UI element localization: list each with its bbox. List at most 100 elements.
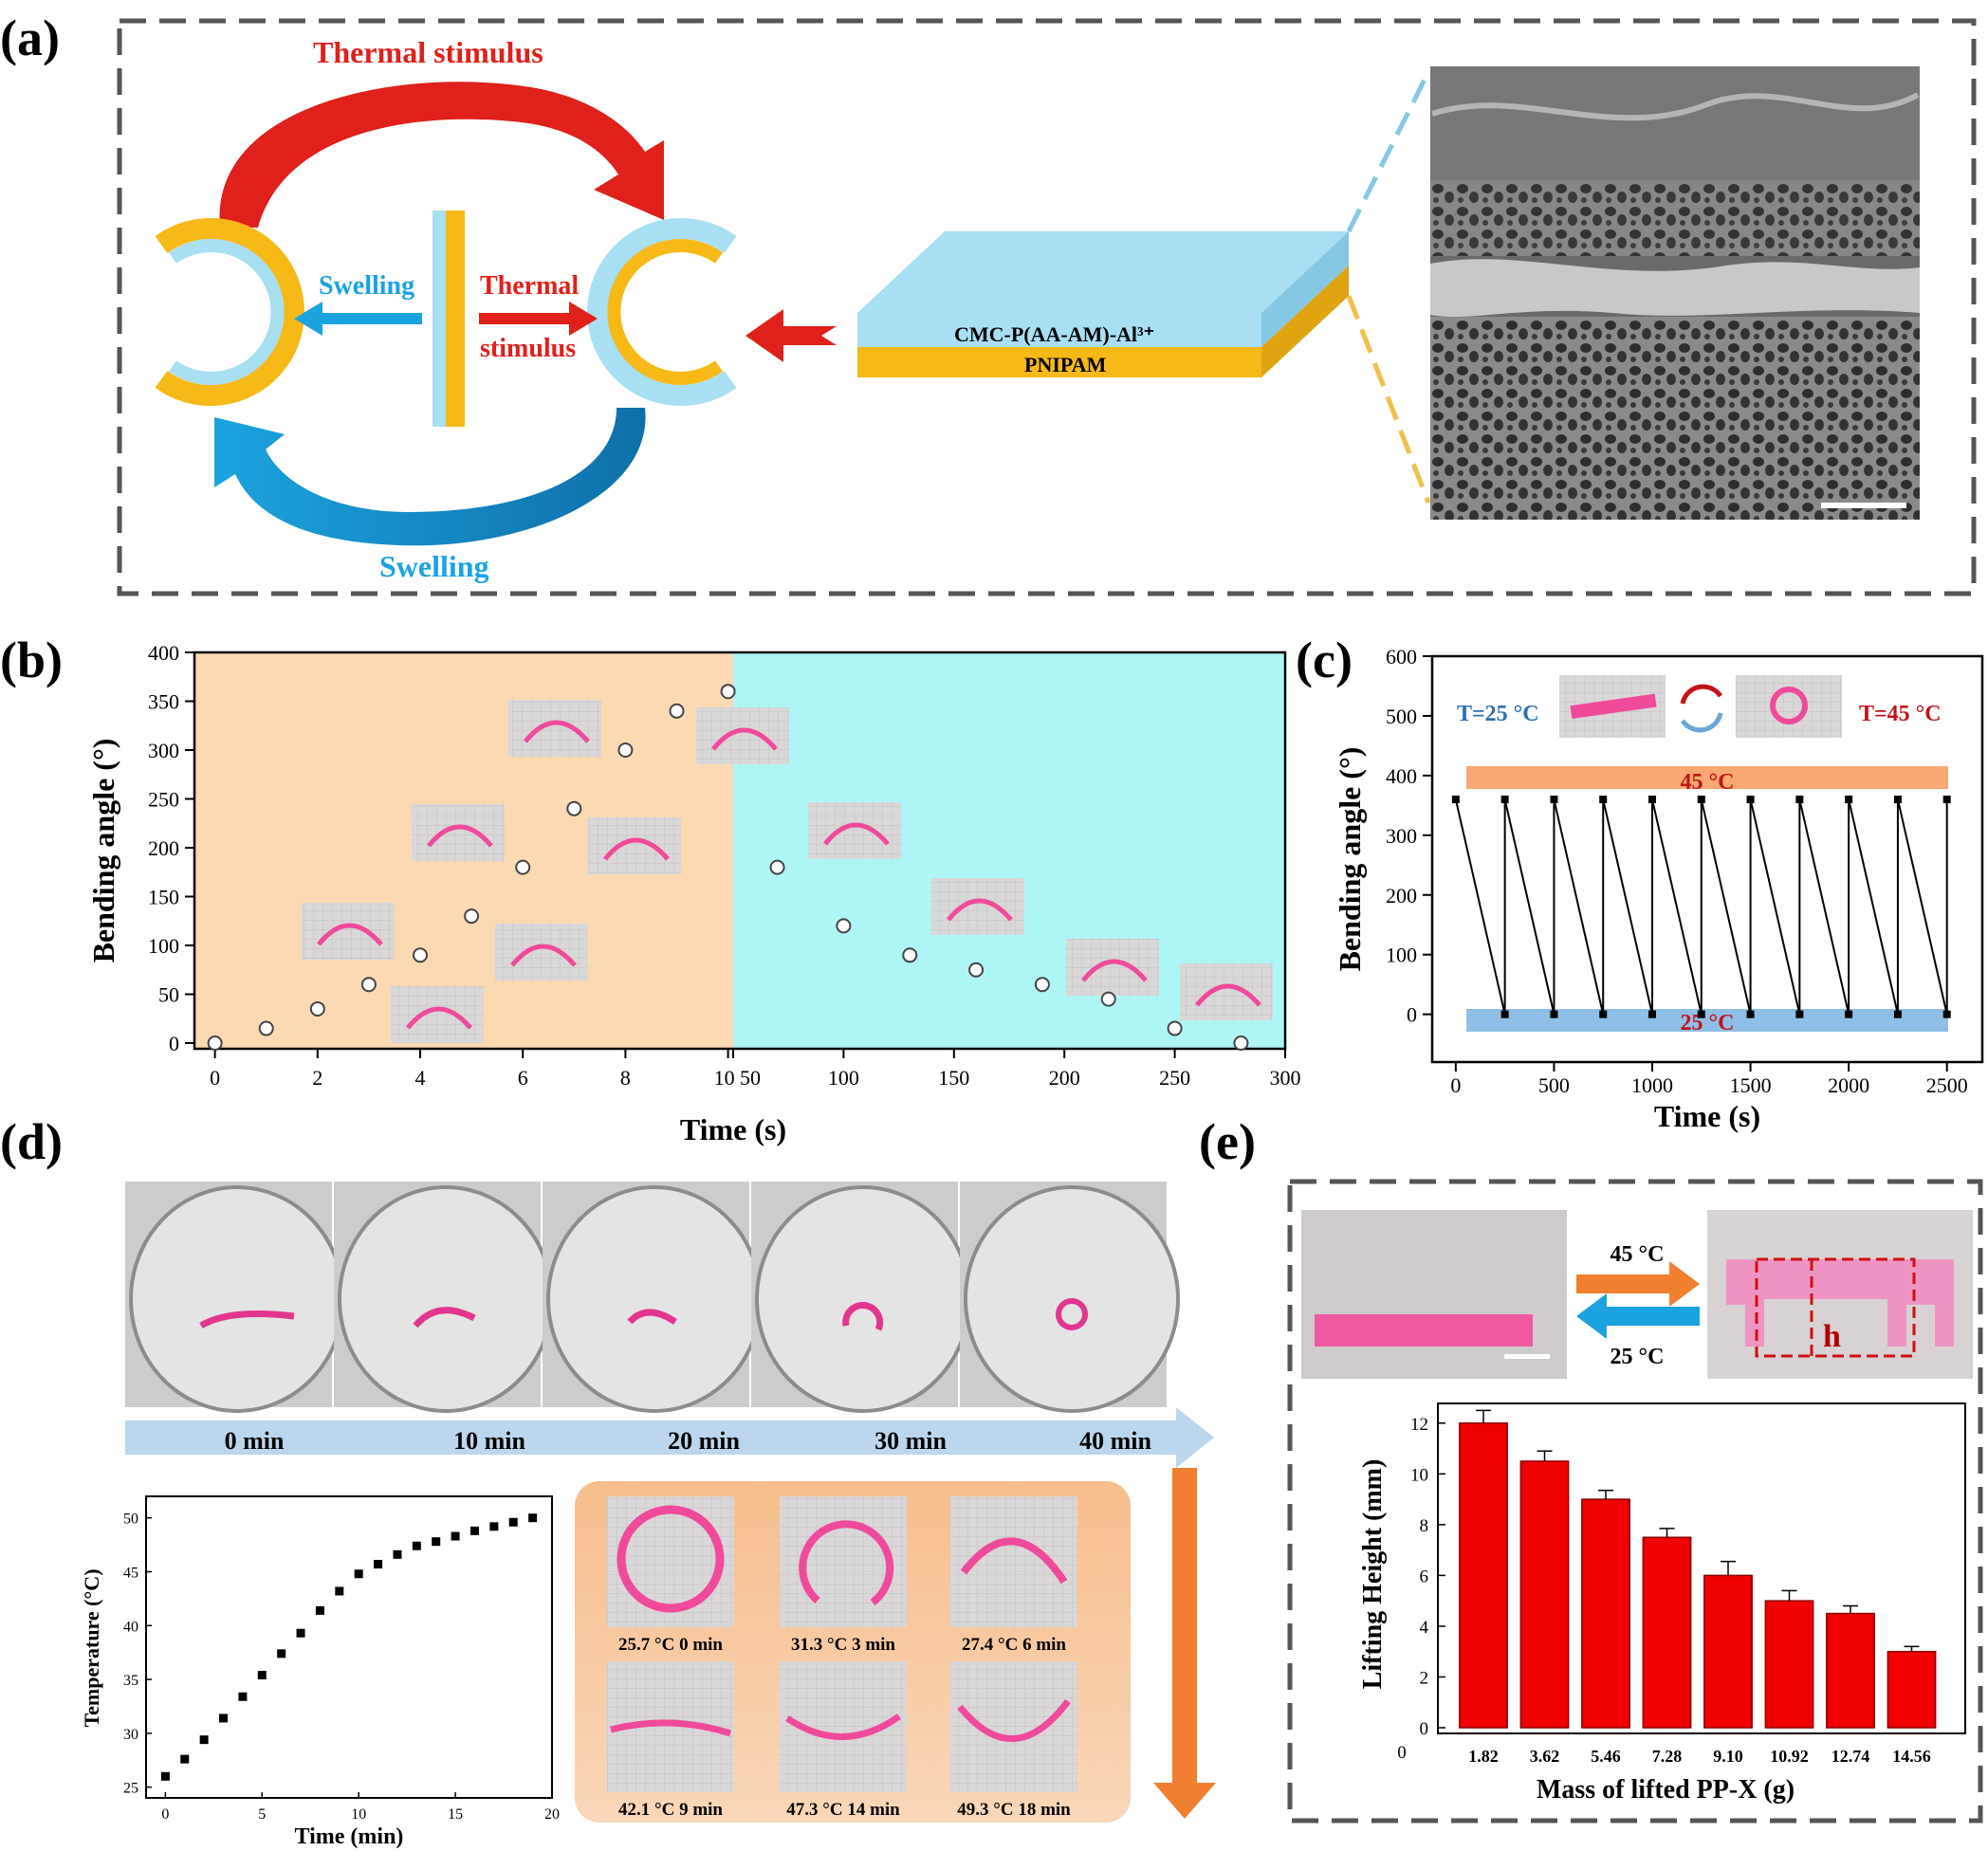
layer-top-label: CMC-P(AA-AM)-Al³⁺ bbox=[954, 322, 1154, 346]
c-point bbox=[1942, 796, 1951, 804]
c-ytick-label: 200 bbox=[1386, 884, 1417, 907]
b-strip-shape bbox=[711, 727, 778, 751]
flat-gel bbox=[1315, 1314, 1533, 1347]
band-cold-label: 25 °C bbox=[1681, 1011, 1735, 1035]
panel-d-ylabel: Temperature (°C) bbox=[80, 1568, 103, 1727]
d-point bbox=[257, 1671, 267, 1680]
e-bar bbox=[1703, 1574, 1753, 1729]
b-strip-shape bbox=[317, 923, 383, 946]
c-ytick-label: 100 bbox=[1386, 944, 1417, 967]
b-strip-shape bbox=[603, 837, 670, 861]
c-point bbox=[1893, 796, 1902, 804]
inset-caption: 31.3 °C 3 min bbox=[791, 1635, 895, 1655]
b-ytick-label: 250 bbox=[148, 788, 179, 812]
b-strip-shape bbox=[510, 944, 577, 967]
c-point bbox=[1746, 1010, 1755, 1018]
b-point-heating bbox=[617, 742, 634, 758]
sem-image bbox=[1430, 66, 1920, 520]
b-xtick-label: 6 bbox=[518, 1066, 528, 1090]
d-point bbox=[335, 1586, 344, 1596]
panel-d: (d) 0 min 10 min 20 min 30 min 40 min 25.7 °… bbox=[0, 1113, 1216, 1849]
cool-label: 25 °C bbox=[1611, 1345, 1665, 1369]
scale-bar bbox=[1821, 503, 1906, 508]
d-ytick-label: 50 bbox=[123, 1512, 138, 1528]
b-point-cooling bbox=[1233, 1035, 1249, 1051]
e-ytick-label: 4 bbox=[1420, 1618, 1429, 1638]
height-box bbox=[1755, 1257, 1916, 1358]
down-arrow bbox=[1153, 1468, 1216, 1819]
panel-e: (e) h 45 °C 25 °C 0 2 4 6 8 10 12 0 1.82 3.62 5.46… bbox=[1199, 1113, 1983, 1824]
c-point bbox=[1451, 796, 1460, 804]
petri-dish bbox=[546, 1185, 763, 1413]
b-point-cooling bbox=[1034, 977, 1050, 993]
e-xtick-label: 14.56 bbox=[1892, 1747, 1931, 1766]
inset-photo bbox=[950, 1661, 1077, 1792]
panel-b-label: (b) bbox=[0, 632, 63, 688]
b-ytick-label: 100 bbox=[148, 934, 179, 958]
layer-bottom-label: PNIPAM bbox=[1024, 353, 1107, 376]
b-point-heating bbox=[515, 859, 531, 875]
e-xtick-label: 9.10 bbox=[1713, 1747, 1743, 1766]
panel-e-frame bbox=[1287, 1179, 1983, 1824]
thermal-mid-label-2: stimulus bbox=[480, 334, 576, 363]
b-strip-shape bbox=[427, 824, 493, 848]
e-origin-label: 0 bbox=[1397, 1743, 1407, 1763]
e-ytick-label: 12 bbox=[1410, 1415, 1428, 1435]
d-ytick-label: 45 bbox=[123, 1566, 138, 1582]
zoom-line-bottom bbox=[1346, 295, 1431, 504]
layer-arrow bbox=[746, 309, 837, 362]
d-point bbox=[528, 1513, 538, 1523]
c-point bbox=[1697, 1010, 1705, 1018]
timeline-arrow bbox=[125, 1407, 1214, 1468]
c-ytick-label: 600 bbox=[1386, 645, 1417, 669]
gel-strip bbox=[842, 1302, 884, 1331]
swelling-arc-arrow bbox=[214, 408, 646, 546]
d-point bbox=[489, 1522, 499, 1531]
d-point bbox=[199, 1735, 209, 1745]
b-xtick-label: 50 bbox=[740, 1066, 761, 1090]
e-bar bbox=[1642, 1536, 1692, 1729]
e-ytick-label: 8 bbox=[1420, 1516, 1429, 1536]
panel-e-plot-frame bbox=[1437, 1402, 1966, 1734]
b-xtick-label: 200 bbox=[1049, 1066, 1080, 1090]
b-xtick-label: 300 bbox=[1270, 1066, 1301, 1090]
b-strip-photo bbox=[302, 903, 395, 960]
b-ytick-label: 0 bbox=[169, 1032, 179, 1055]
d-point bbox=[180, 1754, 190, 1764]
e-bar bbox=[1887, 1650, 1937, 1729]
c-xtick-label: 2000 bbox=[1828, 1073, 1869, 1097]
thermal-mid-label-1: Thermal bbox=[480, 271, 579, 301]
inset-strip bbox=[610, 1719, 732, 1737]
b-strip-photo bbox=[391, 986, 484, 1043]
d-xtick-label: 15 bbox=[448, 1806, 463, 1823]
b-point-cooling bbox=[902, 947, 918, 963]
thermal-arc-arrow bbox=[219, 82, 664, 228]
e-xtick-label: 10.92 bbox=[1770, 1747, 1809, 1766]
c-point bbox=[1500, 796, 1509, 804]
photo-scale-bar bbox=[1504, 1354, 1550, 1359]
d-point bbox=[277, 1649, 286, 1659]
band-hot bbox=[1466, 766, 1948, 789]
inset-caption: 47.3 °C 14 min bbox=[786, 1800, 900, 1820]
b-xtick-label: 10 bbox=[714, 1066, 735, 1090]
petri-dish bbox=[338, 1185, 554, 1413]
panel-e-xlabel: Mass of lifted PP-X (g) bbox=[1537, 1775, 1795, 1805]
cool-arrow bbox=[1576, 1293, 1700, 1339]
d-point bbox=[219, 1714, 229, 1723]
timeline-label: 0 min bbox=[225, 1427, 285, 1455]
panel-c-label: (c) bbox=[1296, 632, 1353, 688]
b-strip-shape bbox=[1195, 983, 1261, 1007]
c-point bbox=[1697, 796, 1705, 804]
petri-dish bbox=[129, 1185, 345, 1413]
c-point bbox=[1795, 1010, 1804, 1018]
e-bar bbox=[1459, 1422, 1508, 1729]
d-ytick-label: 30 bbox=[123, 1727, 138, 1743]
panel-b-ylabel: Bending angle (°) bbox=[86, 739, 120, 963]
swelling-mid-label: Swelling bbox=[319, 271, 414, 301]
petri-dish bbox=[755, 1185, 971, 1413]
e-xtick-label: 12.74 bbox=[1832, 1747, 1870, 1766]
e-bar bbox=[1519, 1460, 1570, 1729]
b-strip-shape bbox=[1081, 959, 1148, 982]
c-xtick-label: 500 bbox=[1538, 1073, 1570, 1097]
